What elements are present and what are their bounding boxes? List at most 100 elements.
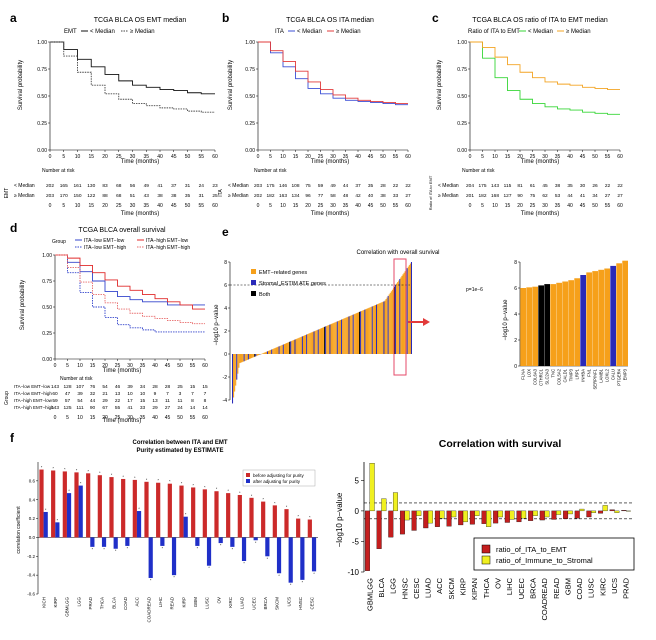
significance-mark: * xyxy=(134,476,136,480)
series-line-1 xyxy=(470,41,620,115)
risk-count: 15 xyxy=(190,384,196,390)
waterfall-bar xyxy=(381,302,383,354)
risk-count: 33 xyxy=(140,405,146,411)
y-tick-label: -0.4 xyxy=(27,573,35,578)
significance-mark: * xyxy=(181,482,183,486)
risk-count: 14 xyxy=(202,405,208,411)
legend-frame xyxy=(473,537,635,571)
risk-count: 59 xyxy=(318,183,324,189)
zoom-gene-label: LOXL2 xyxy=(604,368,609,382)
significance-mark: * xyxy=(173,576,175,580)
bar-ita-emt xyxy=(504,510,510,523)
panel-a-risk-title: Number at risk xyxy=(42,168,75,174)
panel-a-risk-label-high: ≥ Median xyxy=(14,193,35,199)
cancer-type-label: OV xyxy=(494,578,503,589)
zoom-y-tick-label: 0 xyxy=(514,364,517,370)
significance-mark: * xyxy=(309,516,311,520)
waterfall-bar xyxy=(248,354,250,360)
risk-x-tick-label: 0 xyxy=(469,203,472,209)
y-tick-label: -5 xyxy=(352,537,360,546)
waterfall-bar xyxy=(254,354,256,357)
y-tick-label: 0.75 xyxy=(37,67,47,73)
significance-mark: * xyxy=(127,546,129,550)
risk-x-tick-label: 55 xyxy=(393,203,399,209)
panel-e-plot: -4 -2 0 2 4 6 8 xyxy=(223,258,430,404)
y-tick-label: 1.00 xyxy=(457,40,467,46)
zoom-highlight-box xyxy=(393,258,407,376)
waterfall-bar xyxy=(361,310,363,354)
bar-before xyxy=(39,469,44,538)
panel-d-legend-group: Group xyxy=(52,239,66,245)
risk-count: 75 xyxy=(530,193,536,199)
waterfall-bar xyxy=(350,315,352,354)
panel-c-risk-label-high: ≥ Median xyxy=(438,193,459,199)
zoom-bar xyxy=(616,263,622,366)
bar-before xyxy=(272,505,277,538)
series-line-2 xyxy=(55,254,205,310)
significance-mark: * xyxy=(41,466,43,470)
cancer-type-label: ACC xyxy=(135,596,140,606)
risk-count: 77 xyxy=(318,193,324,199)
bar-ita-emt xyxy=(539,510,545,521)
risk-count: 54 xyxy=(102,384,108,390)
waterfall-bar xyxy=(354,313,356,354)
bar-ita-emt xyxy=(458,510,464,526)
y-tick-label: 0.25 xyxy=(245,121,255,127)
bar-after xyxy=(55,522,60,538)
waterfall-bar xyxy=(391,289,393,354)
cancer-type-label: OV xyxy=(216,597,221,604)
significance-mark: * xyxy=(255,541,257,545)
x-tick-label: 20 xyxy=(305,154,311,160)
risk-x-tick-label: 25 xyxy=(530,203,536,209)
x-tick-label: 45 xyxy=(580,154,586,160)
risk-count: 60 xyxy=(52,391,58,397)
y-tick-label: -10 xyxy=(347,568,359,577)
bar-immune-stromal xyxy=(591,510,597,513)
panel-d-letter: d xyxy=(10,221,17,235)
bar-ita-emt xyxy=(598,510,604,514)
panel-f-plot: 0.6 0.4 0.2 0.0 -0.2 -0.4 -0.6 * * KICH * * KIRP * * GB… xyxy=(27,462,318,623)
significance-mark: * xyxy=(76,468,78,472)
cancer-type-label: BLCA xyxy=(377,578,386,598)
bar-immune-stromal xyxy=(614,510,620,513)
risk-x-tick-label: 5 xyxy=(269,203,272,209)
bar-immune-stromal xyxy=(427,510,433,524)
waterfall-bar xyxy=(348,316,350,354)
risk-count: 22 xyxy=(617,183,623,189)
waterfall-bar xyxy=(369,307,371,354)
significance-mark: * xyxy=(162,546,164,550)
risk-x-tick-label: 35 xyxy=(343,203,349,209)
panel-f-title-line2: Purity estimated by ESTIMATE xyxy=(137,448,224,454)
risk-count: 15 xyxy=(202,384,208,390)
bar-immune-stromal xyxy=(462,510,468,523)
risk-count: 111 xyxy=(76,405,84,411)
bar-before xyxy=(109,477,114,538)
risk-count: 62 xyxy=(542,193,548,199)
waterfall-bar xyxy=(335,321,337,354)
risk-count: 24 xyxy=(199,183,205,189)
panel-e: e Correlation with overall survival −log… xyxy=(214,225,628,404)
bar-before xyxy=(296,518,301,538)
risk-count: 31 xyxy=(185,183,191,189)
y-tick-label: 0.00 xyxy=(42,357,52,363)
waterfall-bar xyxy=(232,354,234,404)
waterfall-bar xyxy=(251,354,253,359)
panel-e-threshold-label: p=1e−6 xyxy=(466,287,483,293)
risk-count: 182 xyxy=(478,193,486,199)
bar-immune-stromal xyxy=(404,510,410,521)
x-tick-label: 40 xyxy=(152,363,158,369)
waterfall-bar xyxy=(365,309,367,354)
y-tick-label: 1.00 xyxy=(37,40,47,46)
risk-x-tick-label: 15 xyxy=(88,203,94,209)
bar-ita-emt xyxy=(563,510,569,519)
risk-x-tick-label: 50 xyxy=(185,203,191,209)
waterfall-bar xyxy=(269,350,271,354)
risk-count: 96 xyxy=(305,193,311,199)
waterfall-bar xyxy=(268,350,270,354)
waterfall-bar xyxy=(323,327,325,354)
zoom-gene-label: SLC2A3 xyxy=(544,368,549,384)
legend-label-emt: EMT−related genes xyxy=(259,270,307,276)
bar-after xyxy=(300,537,305,580)
zoom-arrow-head xyxy=(423,318,430,326)
risk-count: 13 xyxy=(115,391,121,397)
